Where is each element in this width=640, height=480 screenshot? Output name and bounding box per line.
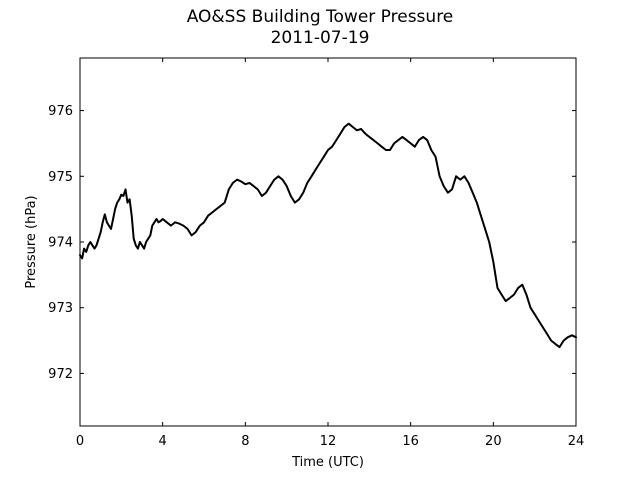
- plot-area: [80, 58, 576, 426]
- x-tick-label: 0: [76, 434, 84, 449]
- y-axis-label: Pressure (hPa): [24, 195, 39, 288]
- pressure-series-line: [79, 122, 577, 349]
- x-tick-label: 24: [568, 434, 585, 449]
- x-axis-label: Time (UTC): [291, 455, 364, 470]
- x-tick-label: 20: [485, 434, 502, 449]
- y-tick-label: 974: [48, 236, 73, 251]
- chart-title-main: AO&SS Building Tower Pressure: [186, 7, 454, 27]
- chart-title: AO&SS Building Tower Pressure 2011-07-19: [0, 7, 640, 49]
- y-tick-label: 973: [48, 301, 73, 316]
- y-tick-label: 975: [48, 170, 73, 185]
- y-tick-label: 976: [48, 104, 73, 119]
- series-group: [79, 122, 577, 349]
- x-tick-label: 16: [402, 434, 419, 449]
- chart-title-date: 2011-07-19: [270, 28, 370, 48]
- x-tick-label: 12: [320, 434, 337, 449]
- x-tick-label: 4: [159, 434, 167, 449]
- x-tick-label: 8: [241, 434, 249, 449]
- plot-frame: [79, 57, 577, 427]
- y-tick-label: 972: [48, 367, 73, 382]
